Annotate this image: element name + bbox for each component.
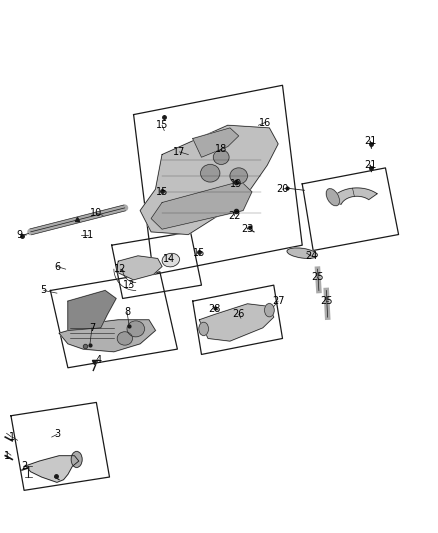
Text: 4: 4	[95, 355, 102, 365]
Text: 2: 2	[21, 462, 27, 471]
Text: 7: 7	[89, 323, 95, 333]
Text: 26: 26	[233, 310, 245, 319]
Polygon shape	[193, 128, 239, 157]
Text: 17: 17	[173, 147, 186, 157]
Text: 5: 5	[41, 286, 47, 295]
Polygon shape	[59, 320, 155, 352]
Text: 8: 8	[124, 307, 130, 317]
Text: 1: 1	[4, 451, 10, 461]
Polygon shape	[140, 125, 278, 235]
Text: 27: 27	[272, 296, 284, 306]
Polygon shape	[24, 456, 79, 482]
Ellipse shape	[230, 168, 247, 184]
Polygon shape	[116, 256, 162, 280]
Text: 9: 9	[17, 230, 23, 239]
Text: 21: 21	[364, 136, 376, 146]
Text: 20: 20	[276, 184, 289, 194]
Polygon shape	[199, 304, 274, 341]
Text: 23: 23	[241, 224, 254, 234]
Text: 10: 10	[90, 208, 102, 218]
Text: 1: 1	[9, 432, 15, 442]
Ellipse shape	[162, 253, 180, 267]
Ellipse shape	[326, 189, 339, 206]
Ellipse shape	[213, 150, 229, 164]
Text: 19: 19	[230, 179, 243, 189]
Text: 22: 22	[228, 211, 240, 221]
Text: 15: 15	[156, 187, 168, 197]
Text: 24: 24	[305, 251, 317, 261]
Text: 21: 21	[364, 160, 376, 170]
Polygon shape	[151, 181, 252, 229]
Ellipse shape	[201, 164, 220, 182]
Ellipse shape	[127, 321, 145, 337]
Text: 15: 15	[156, 120, 168, 130]
Text: 25: 25	[320, 296, 332, 306]
Text: 15: 15	[193, 248, 205, 258]
Text: 25: 25	[311, 272, 324, 282]
Text: 16: 16	[259, 118, 271, 127]
Text: 6: 6	[54, 262, 60, 271]
Text: 13: 13	[123, 280, 135, 290]
Ellipse shape	[117, 332, 132, 345]
Text: 28: 28	[208, 304, 221, 314]
Ellipse shape	[287, 248, 318, 259]
Text: 12: 12	[114, 264, 127, 274]
Polygon shape	[68, 290, 116, 330]
Ellipse shape	[265, 304, 274, 317]
Text: 11: 11	[81, 230, 94, 239]
Text: 14: 14	[162, 254, 175, 263]
Polygon shape	[330, 188, 377, 204]
Text: 3: 3	[54, 430, 60, 439]
Text: 18: 18	[215, 144, 227, 154]
Ellipse shape	[71, 451, 82, 467]
Ellipse shape	[199, 322, 208, 336]
